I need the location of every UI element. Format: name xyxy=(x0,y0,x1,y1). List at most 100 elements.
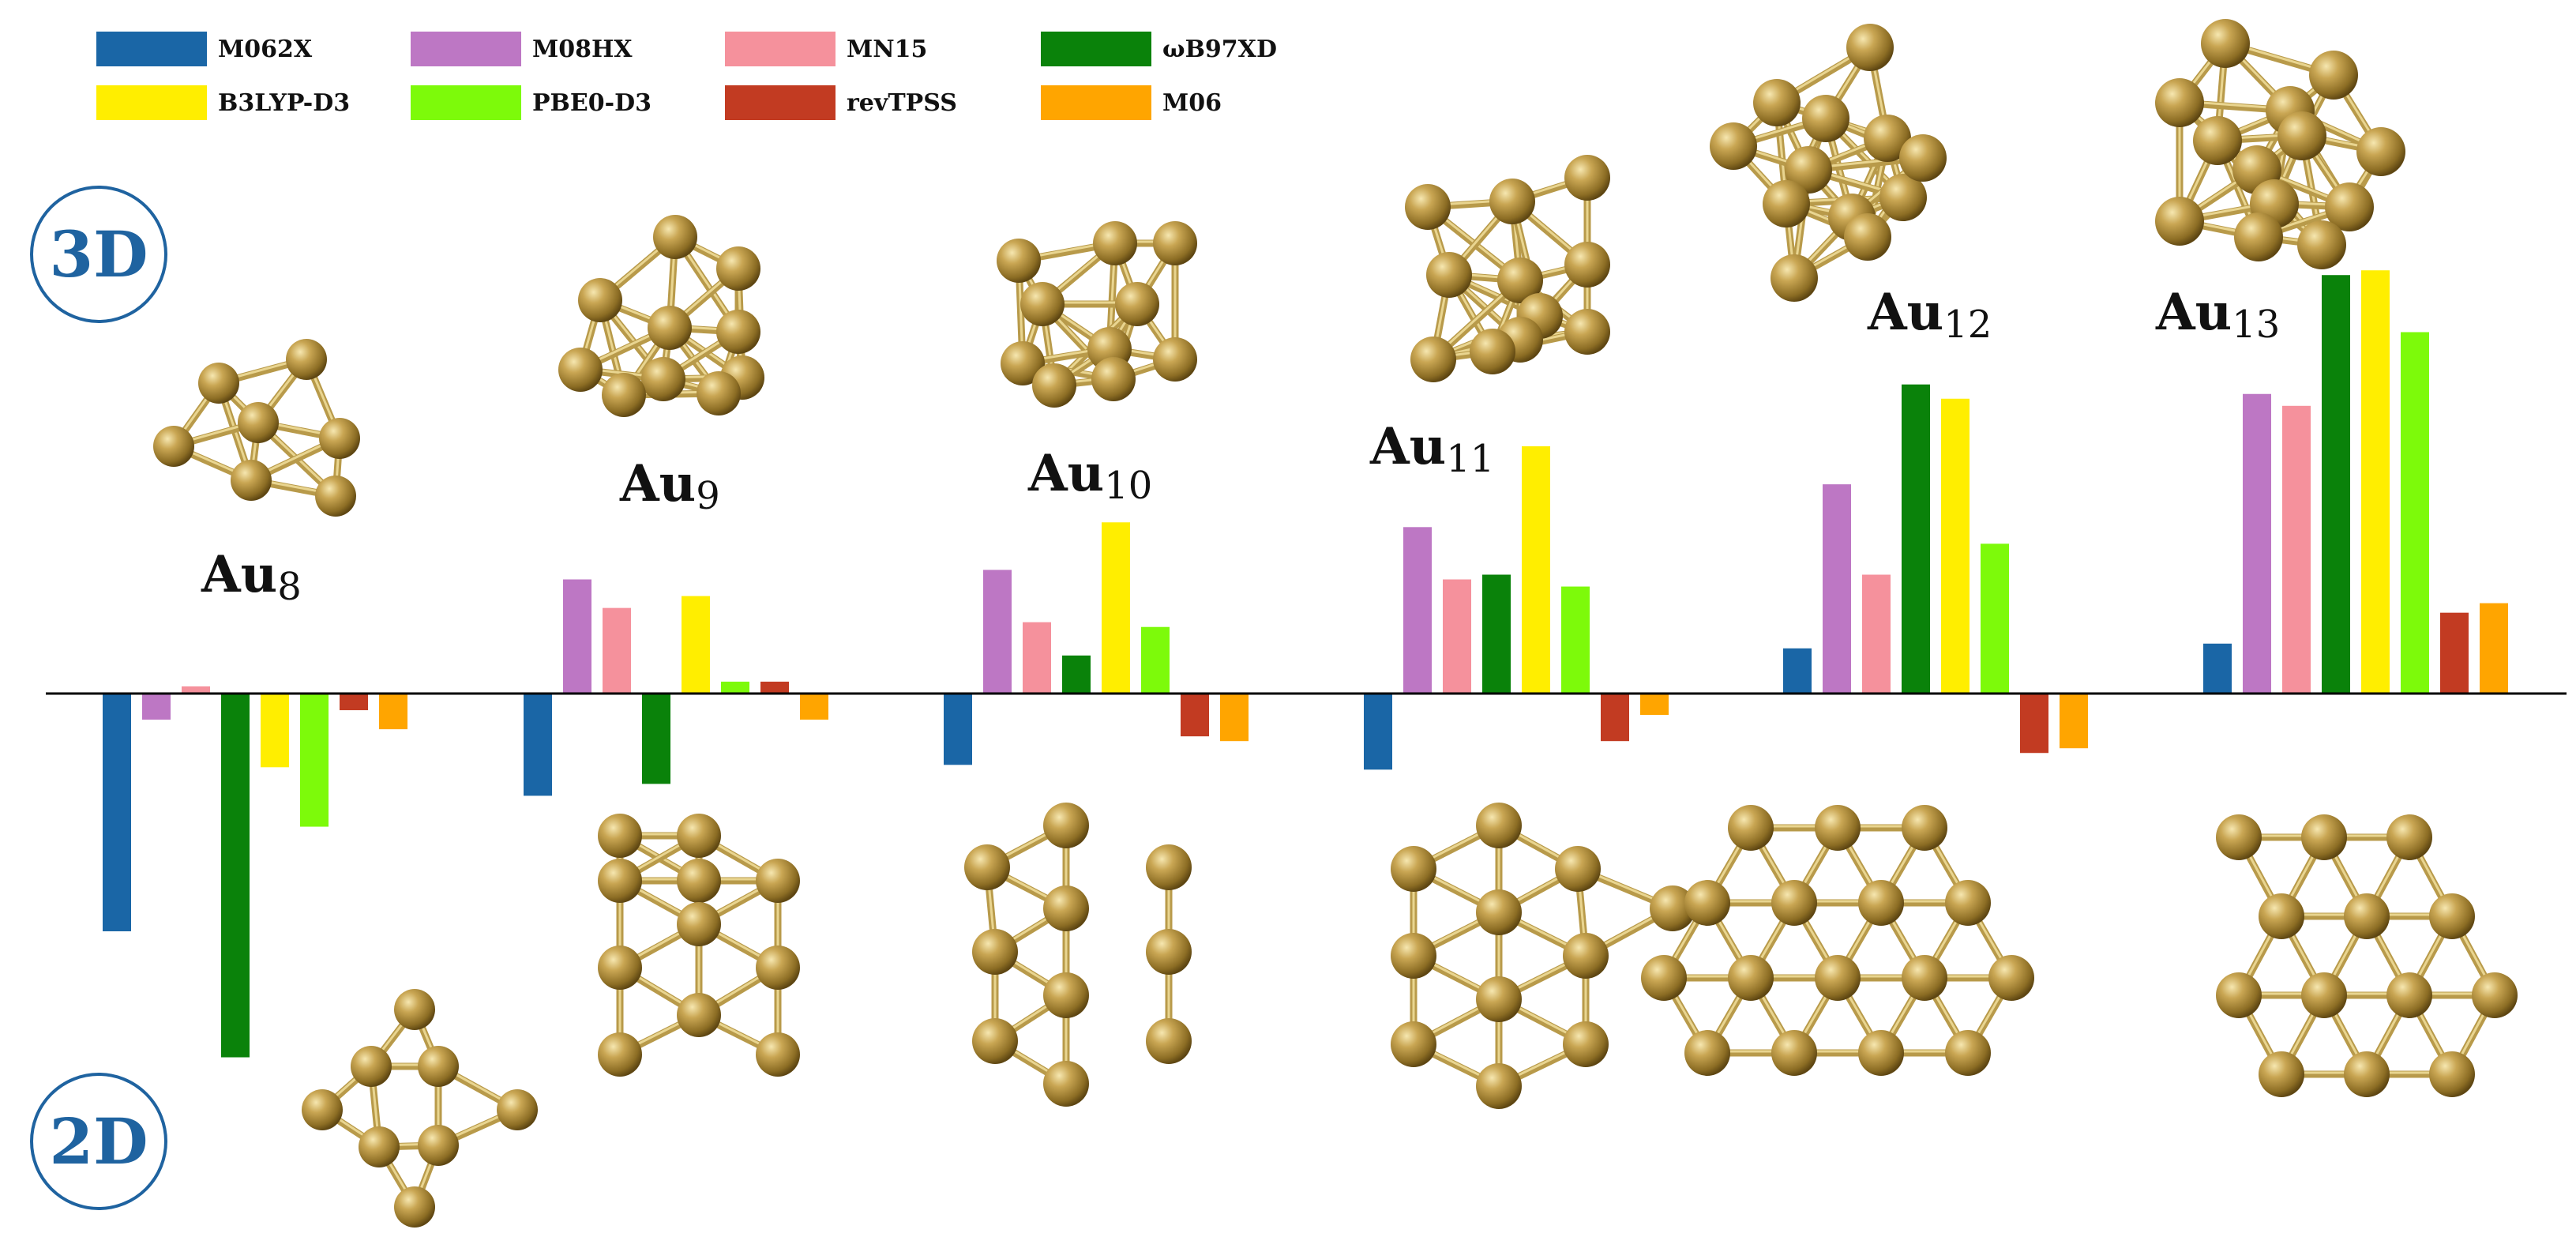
bar-mn15-au11 xyxy=(1443,579,1471,694)
bar-m062x-au10 xyxy=(944,694,972,765)
cluster-label-au13: Au13 xyxy=(2156,283,2280,347)
legend-swatch xyxy=(411,32,521,66)
bar-b3lyp-d3-au12 xyxy=(1941,398,1970,694)
bar-mn15-au8 xyxy=(182,686,210,694)
gold-2d-cluster-icon xyxy=(302,989,538,1228)
bar--b97xd-au9 xyxy=(642,694,670,784)
bar-m06-au10 xyxy=(1220,694,1249,742)
bar-m062x-au12 xyxy=(1783,648,1812,694)
legend-label: M06 xyxy=(1162,88,1222,117)
legend-item-b3lyp-d3: B3LYP-D3 xyxy=(96,85,350,120)
legend-swatch xyxy=(725,85,836,120)
cluster-size: 10 xyxy=(1104,464,1153,508)
bar-m06-au9 xyxy=(800,694,828,720)
gold-2d-cluster-icon xyxy=(1641,805,2034,1076)
bar-m06-au13 xyxy=(2480,603,2508,694)
cluster-label-au12: Au12 xyxy=(1868,283,1992,347)
bar-m062x-au13 xyxy=(2203,643,2232,694)
legend-label: ωB97XD xyxy=(1162,35,1277,63)
bar-series xyxy=(103,270,2508,1058)
cluster-label-au9: Au9 xyxy=(620,454,720,518)
bar-m08hx-au11 xyxy=(1403,527,1432,694)
cluster-size: 9 xyxy=(696,474,720,518)
bar-b3lyp-d3-au11 xyxy=(1522,446,1550,694)
cluster-symbol: Au xyxy=(2156,283,2232,342)
bar-b3lyp-d3-au10 xyxy=(1102,522,1130,694)
bar-m08hx-au10 xyxy=(983,570,1012,694)
legend-swatch xyxy=(411,85,521,120)
legend-item-m08hx: M08HX xyxy=(411,32,633,66)
cluster-symbol: Au xyxy=(201,545,278,604)
bar-m062x-au9 xyxy=(524,694,552,796)
bar-pbe0-d3-au13 xyxy=(2401,332,2429,694)
bar-mn15-au10 xyxy=(1023,622,1051,694)
cluster-label-au10: Au10 xyxy=(1028,444,1152,508)
bar--b97xd-au10 xyxy=(1062,655,1091,694)
bar-b3lyp-d3-au8 xyxy=(261,694,289,768)
legend-item-mn15: MN15 xyxy=(725,32,927,66)
legend-label: MN15 xyxy=(847,35,928,63)
bar-m062x-au11 xyxy=(1364,694,1392,770)
gold-3d-cluster-icon xyxy=(558,215,764,417)
gold-3d-cluster-icon xyxy=(153,339,360,517)
cluster-size: 11 xyxy=(1446,437,1495,481)
cluster-symbol: Au xyxy=(1868,283,1944,342)
badge-2d: 2D xyxy=(30,1073,167,1210)
bar--b97xd-au13 xyxy=(2322,275,2350,694)
bar-mn15-au9 xyxy=(603,607,631,694)
legend-item-revtpss: revTPSS xyxy=(725,85,957,120)
gold-3d-cluster-icon xyxy=(1405,155,1610,382)
bar-m06-au11 xyxy=(1640,694,1669,716)
bar-revtpss-au8 xyxy=(340,694,368,711)
gold-3d-cluster-icon xyxy=(1710,24,1947,302)
bar-pbe0-d3-au12 xyxy=(1981,543,2009,694)
legend-label: M062X xyxy=(218,35,313,63)
bar-m06-au12 xyxy=(2060,694,2088,749)
legend-swatch xyxy=(725,32,836,66)
cluster-structures xyxy=(153,19,2518,1228)
bar-revtpss-au10 xyxy=(1181,694,1209,737)
cluster-size: 13 xyxy=(2232,303,2281,347)
bar-m08hx-au8 xyxy=(142,694,171,720)
legend-label: M08HX xyxy=(532,35,633,63)
bar-m08hx-au9 xyxy=(563,579,591,694)
legend-swatch xyxy=(1041,32,1151,66)
legend-label: revTPSS xyxy=(847,88,957,117)
gold-2d-cluster-icon xyxy=(598,814,800,1077)
cluster-symbol: Au xyxy=(1370,417,1447,476)
legend-swatch xyxy=(96,85,207,120)
bar--b97xd-au8 xyxy=(221,694,250,1058)
legend-label: B3LYP-D3 xyxy=(218,88,351,117)
bar--b97xd-au12 xyxy=(1902,384,1930,694)
bar-pbe0-d3-au10 xyxy=(1141,626,1170,694)
bar-b3lyp-d3-au13 xyxy=(2361,270,2390,694)
bar-revtpss-au13 xyxy=(2440,612,2469,694)
legend-item-m062x: M062X xyxy=(96,32,312,66)
bar-pbe0-d3-au8 xyxy=(300,694,329,827)
legend: M062X M08HX MN15 ωB97XD B3LYP-D3 PBE0-D3… xyxy=(0,0,2576,126)
cluster-symbol: Au xyxy=(620,454,697,513)
bar-m06-au8 xyxy=(379,694,407,730)
legend-swatch xyxy=(1041,85,1151,120)
legend-label: PBE0-D3 xyxy=(532,88,652,117)
legend-item-pbe0-d3: PBE0-D3 xyxy=(411,85,652,120)
bar-revtpss-au12 xyxy=(2020,694,2048,754)
legend-item-wb97xd: ωB97XD xyxy=(1041,32,1277,66)
legend-item-m06: M06 xyxy=(1041,85,1222,120)
cluster-size: 8 xyxy=(277,565,302,609)
bar--b97xd-au11 xyxy=(1482,574,1511,694)
bar-m08hx-au12 xyxy=(1823,484,1851,694)
bar-pbe0-d3-au11 xyxy=(1561,586,1590,694)
bar-revtpss-au11 xyxy=(1601,694,1629,742)
legend-swatch xyxy=(96,32,207,66)
bar-m062x-au8 xyxy=(103,694,131,931)
bar-pbe0-d3-au9 xyxy=(721,681,749,694)
bar-b3lyp-d3-au9 xyxy=(682,596,710,694)
badge-3d: 3D xyxy=(30,186,167,323)
bar-mn15-au12 xyxy=(1862,574,1891,694)
gold-2d-cluster-icon xyxy=(964,803,1192,1107)
cluster-size: 12 xyxy=(1943,303,1992,347)
cluster-label-au8: Au8 xyxy=(201,545,302,609)
gold-3d-cluster-icon xyxy=(997,221,1197,408)
